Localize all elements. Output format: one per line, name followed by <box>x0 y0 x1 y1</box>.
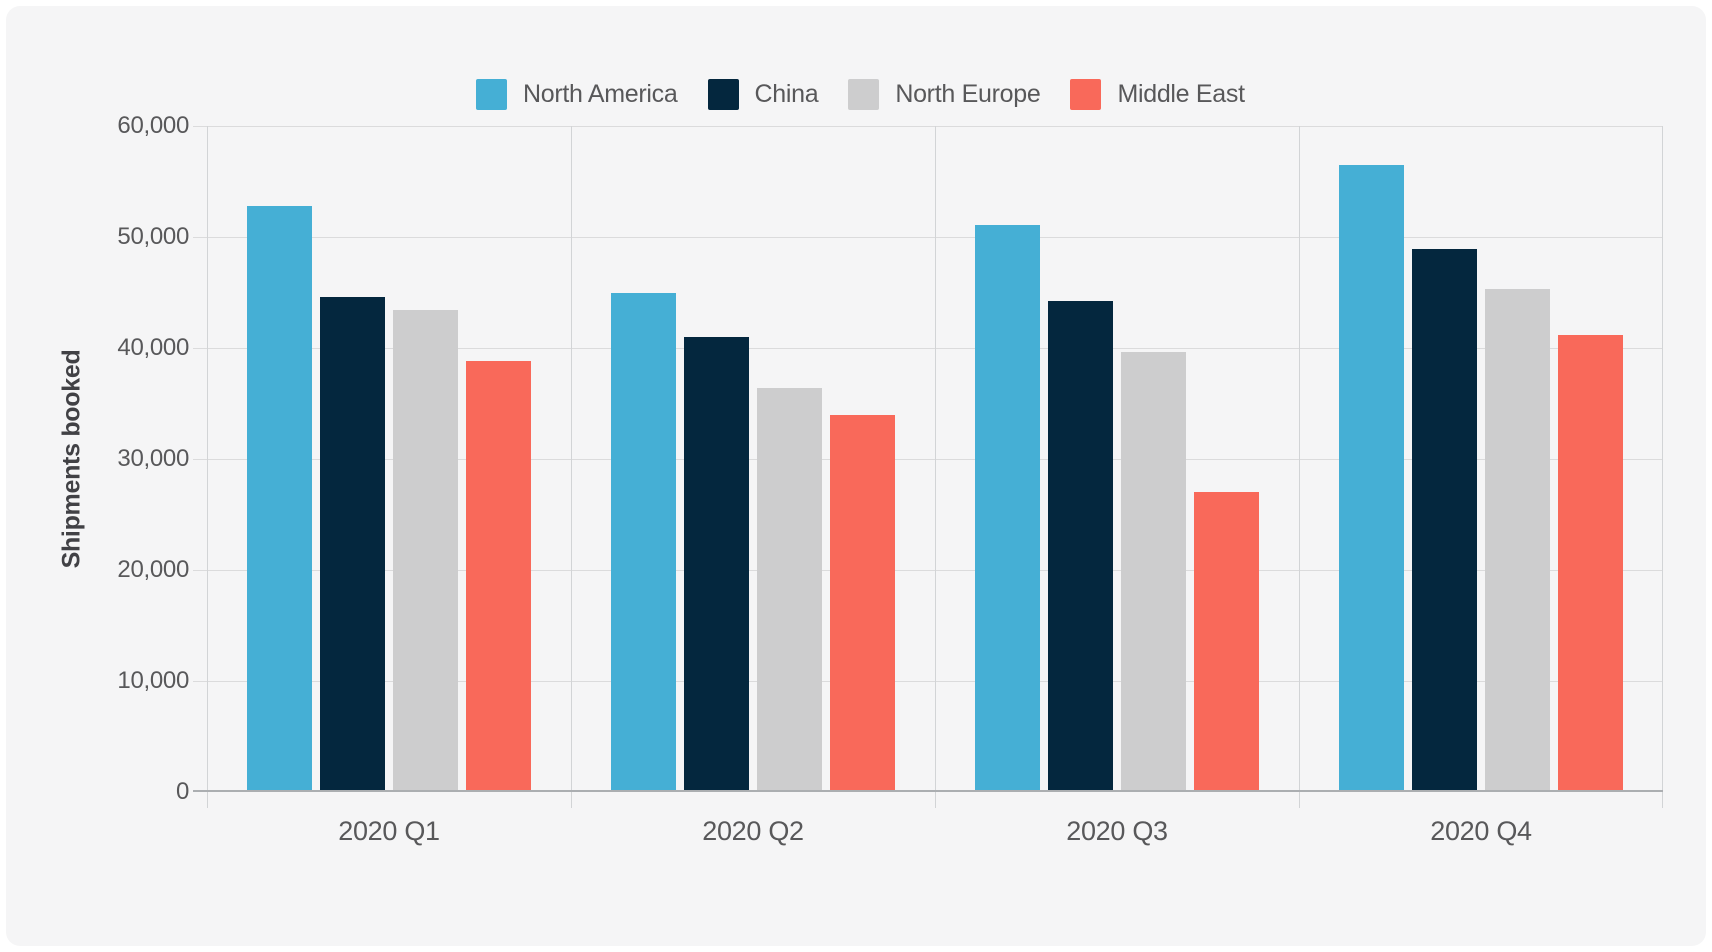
legend-label: North America <box>523 80 678 108</box>
bar-group-2020-q1 <box>207 126 571 792</box>
legend-swatch-icon <box>707 79 739 110</box>
bar-chart-plot-area <box>193 126 1663 808</box>
y-gridline <box>193 348 1663 349</box>
legend-item-china[interactable]: China <box>707 79 819 110</box>
quarter-separator-line <box>571 126 572 808</box>
y-gridline <box>193 126 1663 127</box>
legend-swatch-icon <box>848 79 880 110</box>
legend-item-north-america[interactable]: North America <box>476 79 678 110</box>
chart-card: North America China North Europe Middle Eas… <box>6 6 1706 946</box>
bar-middle-east[interactable] <box>830 414 895 792</box>
bar-north-europe[interactable] <box>393 310 458 792</box>
bar-middle-east[interactable] <box>1194 492 1259 792</box>
x-axis-tick-label: 2020 Q3 <box>1066 816 1168 846</box>
bar-china[interactable] <box>1048 301 1113 792</box>
bar-north-europe[interactable] <box>1121 352 1186 792</box>
x-axis-tick-label: 2020 Q1 <box>338 816 440 846</box>
y-axis-line <box>207 126 208 808</box>
y-axis-tick-label: 20,000 <box>117 556 189 583</box>
bar-north-america[interactable] <box>975 224 1040 792</box>
quarter-separator-line <box>935 126 936 808</box>
bar-north-europe[interactable] <box>1485 289 1550 792</box>
legend-label: China <box>754 80 819 108</box>
y-axis-tick-label: 10,000 <box>117 667 189 694</box>
bar-north-america[interactable] <box>247 205 312 792</box>
quarter-separator-line <box>1662 126 1663 808</box>
legend-label: North Europe <box>895 80 1041 108</box>
y-gridline <box>193 237 1663 238</box>
y-gridline <box>193 681 1663 682</box>
x-axis-tick-label: 2020 Q2 <box>702 816 804 846</box>
legend-swatch-icon <box>476 79 507 110</box>
y-axis-tick-label: 40,000 <box>117 334 189 361</box>
y-axis-tick-label: 30,000 <box>117 445 189 472</box>
bar-group-2020-q4 <box>1299 126 1663 792</box>
bar-middle-east[interactable] <box>466 361 531 792</box>
y-axis-tick-label: 50,000 <box>117 223 189 250</box>
x-axis-tick-label: 2020 Q4 <box>1430 816 1532 846</box>
y-gridline <box>193 459 1663 460</box>
legend-swatch-icon <box>1070 79 1102 110</box>
chart-legend: North America China North Europe Middle Eas… <box>476 78 1245 111</box>
bar-north-america[interactable] <box>611 292 676 792</box>
legend-item-middle-east[interactable]: Middle East <box>1070 79 1245 110</box>
y-gridline <box>193 570 1663 571</box>
bar-north-europe[interactable] <box>757 387 822 792</box>
bar-group-2020-q3 <box>935 126 1299 792</box>
bar-china[interactable] <box>320 296 385 792</box>
bar-north-america[interactable] <box>1339 164 1404 792</box>
y-axis-tick-label: 0 <box>175 778 189 805</box>
bar-china[interactable] <box>1412 249 1477 792</box>
legend-item-north-europe[interactable]: North Europe <box>848 79 1041 110</box>
bar-china[interactable] <box>684 336 749 792</box>
y-axis-tick-label: 60,000 <box>117 112 189 139</box>
x-axis-baseline <box>193 790 1663 792</box>
quarter-separator-line <box>1299 126 1300 808</box>
bar-group-2020-q2 <box>571 126 935 792</box>
bar-middle-east[interactable] <box>1558 334 1623 792</box>
legend-label: Middle East <box>1117 80 1245 108</box>
